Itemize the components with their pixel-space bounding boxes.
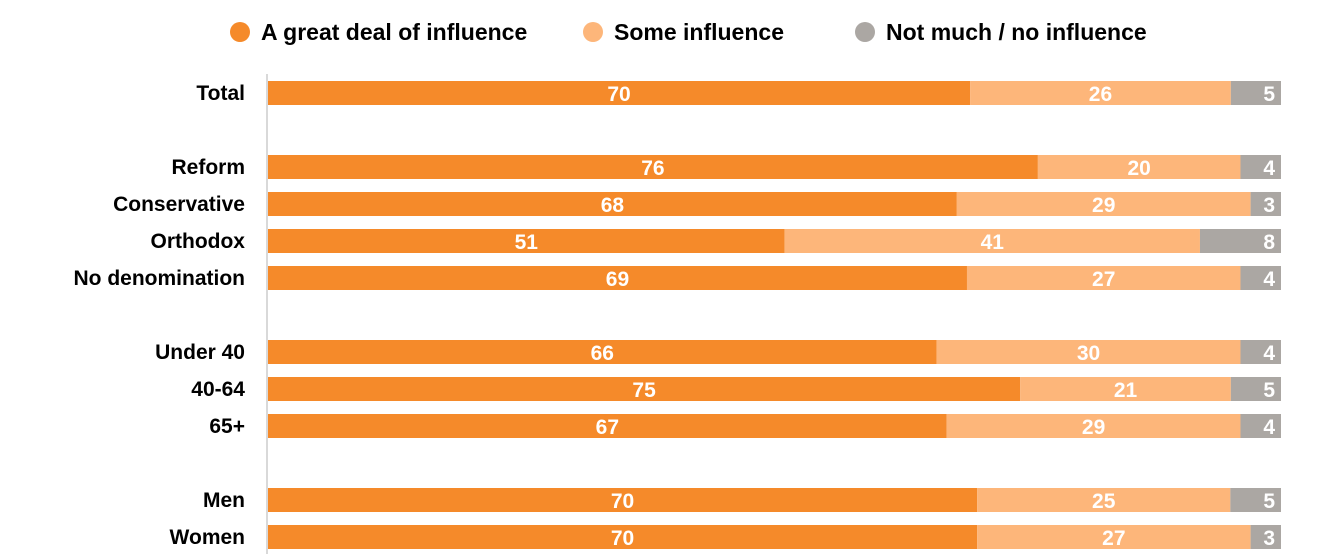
- category-label-conservative: Conservative: [113, 193, 245, 216]
- bar-row-conservative: 68 29 3: [268, 192, 1281, 217]
- value-label-no-denomination-a-great-deal-of-influence: 69: [606, 268, 629, 291]
- category-label-no-denomination: No denomination: [74, 267, 246, 290]
- bar-men-a-great-deal-of-influence: [268, 488, 978, 512]
- legend-label-some-influence: Some influence: [614, 19, 784, 45]
- value-label-40-64-a-great-deal-of-influence: 75: [632, 379, 656, 402]
- category-label-reform: Reform: [171, 156, 245, 179]
- bar-65-not-much-no-influence: [1240, 414, 1281, 438]
- bar-reform-not-much-no-influence: [1240, 155, 1281, 179]
- value-label-men-some-influence: 25: [1092, 490, 1116, 513]
- bar-40-64-a-great-deal-of-influence: [268, 377, 1021, 401]
- bar-conservative-some-influence: [956, 192, 1251, 216]
- bar-row-no-denomination: 69 27 4: [268, 266, 1281, 291]
- bar-row-orthodox: 51 41 8: [268, 229, 1281, 254]
- value-label-under-40-some-influence: 30: [1077, 342, 1100, 365]
- bar-men-some-influence: [977, 488, 1231, 512]
- category-labels: Total Reform Conservative Orthodox No denomi…: [74, 82, 246, 549]
- legend: A great deal of influence Some influence N…: [230, 19, 1147, 45]
- bar-orthodox-a-great-deal-of-influence: [268, 229, 785, 253]
- bar-conservative-a-great-deal-of-influence: [268, 192, 957, 216]
- category-label-women: Women: [170, 526, 245, 549]
- bar-under-40-some-influence: [936, 340, 1241, 364]
- bar-total-a-great-deal-of-influence: [268, 81, 971, 105]
- value-label-under-40-a-great-deal-of-influence: 66: [591, 342, 614, 365]
- value-label-under-40-not-much-no-influence: 4: [1263, 342, 1275, 365]
- value-label-women-not-much-no-influence: 3: [1263, 527, 1275, 550]
- legend-label-a-great-deal-of-influence: A great deal of influence: [261, 19, 527, 45]
- value-label-40-64-not-much-no-influence: 5: [1263, 379, 1275, 402]
- value-label-65-a-great-deal-of-influence: 67: [596, 416, 619, 439]
- category-label-65: 65+: [209, 415, 245, 438]
- value-label-total-a-great-deal-of-influence: 70: [607, 83, 630, 106]
- category-label-men: Men: [203, 489, 245, 512]
- bar-total-some-influence: [970, 81, 1231, 105]
- bar-no-denomination-a-great-deal-of-influence: [268, 266, 967, 290]
- bar-40-64-not-much-no-influence: [1230, 377, 1281, 401]
- bar-no-denomination-some-influence: [966, 266, 1241, 290]
- bar-row-total: 70 26 5: [268, 81, 1281, 106]
- bar-row-65: 67 29 4: [268, 414, 1281, 439]
- legend-swatch-a-great-deal-of-influence: [230, 22, 250, 42]
- value-label-orthodox-some-influence: 41: [981, 231, 1005, 254]
- value-label-men-a-great-deal-of-influence: 70: [611, 490, 634, 513]
- bar-65-some-influence: [946, 414, 1241, 438]
- bar-under-40-a-great-deal-of-influence: [268, 340, 937, 364]
- bar-women-not-much-no-influence: [1250, 525, 1281, 549]
- bar-row-women: 70 27 3: [268, 525, 1281, 550]
- value-label-conservative-a-great-deal-of-influence: 68: [601, 194, 625, 217]
- category-label-total: Total: [196, 82, 245, 105]
- value-label-65-not-much-no-influence: 4: [1263, 416, 1275, 439]
- category-label-under-40: Under 40: [155, 341, 245, 364]
- bar-row-under-40: 66 30 4: [268, 340, 1281, 365]
- bar-40-64-some-influence: [1020, 377, 1231, 401]
- bar-total-not-much-no-influence: [1230, 81, 1281, 105]
- value-label-reform-some-influence: 20: [1128, 157, 1151, 180]
- bar-women-some-influence: [977, 525, 1251, 549]
- value-label-no-denomination-some-influence: 27: [1092, 268, 1115, 291]
- bar-row-men: 70 25 5: [268, 488, 1281, 513]
- value-label-women-a-great-deal-of-influence: 70: [611, 527, 634, 550]
- value-label-orthodox-not-much-no-influence: 8: [1263, 231, 1275, 254]
- legend-swatch-not-much-no-influence: [855, 22, 875, 42]
- bar-under-40-not-much-no-influence: [1240, 340, 1281, 364]
- value-label-reform-a-great-deal-of-influence: 76: [641, 157, 664, 180]
- value-label-conservative-not-much-no-influence: 3: [1263, 194, 1275, 217]
- value-label-men-not-much-no-influence: 5: [1263, 490, 1275, 513]
- bar-orthodox-not-much-no-influence: [1199, 229, 1281, 253]
- bar-men-not-much-no-influence: [1230, 488, 1281, 512]
- value-label-women-some-influence: 27: [1102, 527, 1125, 550]
- bar-orthodox-some-influence: [784, 229, 1200, 253]
- value-label-65-some-influence: 29: [1082, 416, 1105, 439]
- value-label-orthodox-a-great-deal-of-influence: 51: [515, 231, 539, 254]
- value-label-total-some-influence: 26: [1089, 83, 1112, 106]
- bar-row-40-64: 75 21 5: [268, 377, 1281, 402]
- bars: 70 26 5 76 20 4 68 29 3 51 41 8 69 27 4 66 30 4 75 21 5 67 29 4…: [268, 81, 1281, 550]
- category-label-40-64: 40-64: [191, 378, 245, 401]
- bar-reform-a-great-deal-of-influence: [268, 155, 1038, 179]
- bar-conservative-not-much-no-influence: [1250, 192, 1281, 216]
- legend-swatch-some-influence: [583, 22, 603, 42]
- value-label-40-64-some-influence: 21: [1114, 379, 1138, 402]
- value-label-no-denomination-not-much-no-influence: 4: [1263, 268, 1275, 291]
- value-label-reform-not-much-no-influence: 4: [1263, 157, 1275, 180]
- value-label-total-not-much-no-influence: 5: [1263, 83, 1275, 106]
- legend-label-not-much-no-influence: Not much / no influence: [886, 19, 1147, 45]
- category-label-orthodox: Orthodox: [151, 230, 246, 253]
- bar-women-a-great-deal-of-influence: [268, 525, 978, 549]
- bar-reform-some-influence: [1037, 155, 1241, 179]
- value-label-conservative-some-influence: 29: [1092, 194, 1115, 217]
- bar-row-reform: 76 20 4: [268, 155, 1281, 180]
- bar-65-a-great-deal-of-influence: [268, 414, 947, 438]
- bar-no-denomination-not-much-no-influence: [1240, 266, 1281, 290]
